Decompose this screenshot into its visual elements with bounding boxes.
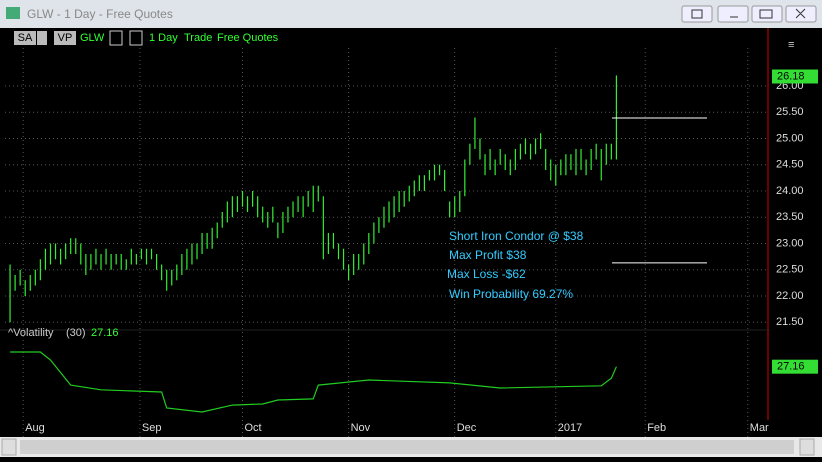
annotation: Max Loss -$62: [447, 267, 526, 281]
y-tick-label: 22.00: [776, 290, 804, 302]
layout-label: SA: [18, 32, 33, 44]
current-value-tag: [772, 359, 818, 374]
annotation: Short Iron Condor @ $38: [449, 229, 584, 243]
layout-box[interactable]: [14, 31, 36, 45]
restore-button[interactable]: [751, 5, 783, 23]
scroll-thumb[interactable]: [20, 440, 794, 454]
symbol[interactable]: GLW: [80, 32, 105, 44]
x-tick-label: Aug: [25, 422, 45, 434]
annotation: Max Profit $38: [449, 248, 527, 262]
menu-icon[interactable]: ≡: [788, 39, 794, 51]
indicator-period: (30): [66, 327, 86, 339]
app-icon: [6, 7, 20, 19]
layout-dropdown[interactable]: [37, 31, 47, 45]
view-box[interactable]: [54, 31, 76, 45]
y-tick-label: 23.50: [776, 211, 804, 223]
x-tick-label: Oct: [244, 422, 261, 434]
x-tick-label: Nov: [351, 422, 371, 434]
link-button[interactable]: [681, 5, 713, 23]
view-label: VP: [58, 32, 73, 44]
y-tick-label: 24.50: [776, 159, 804, 171]
symbol-dropdown[interactable]: [109, 30, 123, 46]
x-tick-label: Feb: [647, 422, 666, 434]
y-tick-label: 23.00: [776, 237, 804, 249]
x-tick-label: 2017: [558, 422, 582, 434]
last-price-label: 26.18: [777, 70, 805, 82]
y-tick-label: 24.00: [776, 185, 804, 197]
window-title: GLW - 1 Day - Free Quotes: [27, 7, 173, 21]
y-tick-label: 25.50: [776, 106, 804, 118]
x-tick-label: Sep: [142, 422, 162, 434]
indicator-value: 27.16: [91, 327, 119, 339]
y-tick-label: 21.50: [776, 316, 804, 328]
annotation: Win Probability 69.27%: [449, 287, 573, 301]
indicator-name: ^Volatility: [8, 327, 54, 339]
last-price-tag: [772, 69, 818, 84]
interval-dropdown[interactable]: [129, 30, 143, 46]
y-tick-label: 25.00: [776, 132, 804, 144]
scroll-right[interactable]: [799, 438, 815, 456]
feed: Free Quotes: [217, 32, 279, 44]
scroll-left[interactable]: [1, 438, 17, 456]
interval[interactable]: 1 Day: [149, 32, 178, 44]
minimize-button[interactable]: [717, 5, 749, 23]
x-tick-label: Dec: [457, 422, 477, 434]
window-button-icons: [691, 8, 806, 19]
y-tick-label: 22.50: [776, 264, 804, 276]
volatility-line: [10, 351, 617, 413]
current-value-label: 27.16: [777, 361, 805, 373]
mode[interactable]: Trade: [184, 32, 212, 44]
x-tick-label: Mar: [750, 422, 769, 434]
